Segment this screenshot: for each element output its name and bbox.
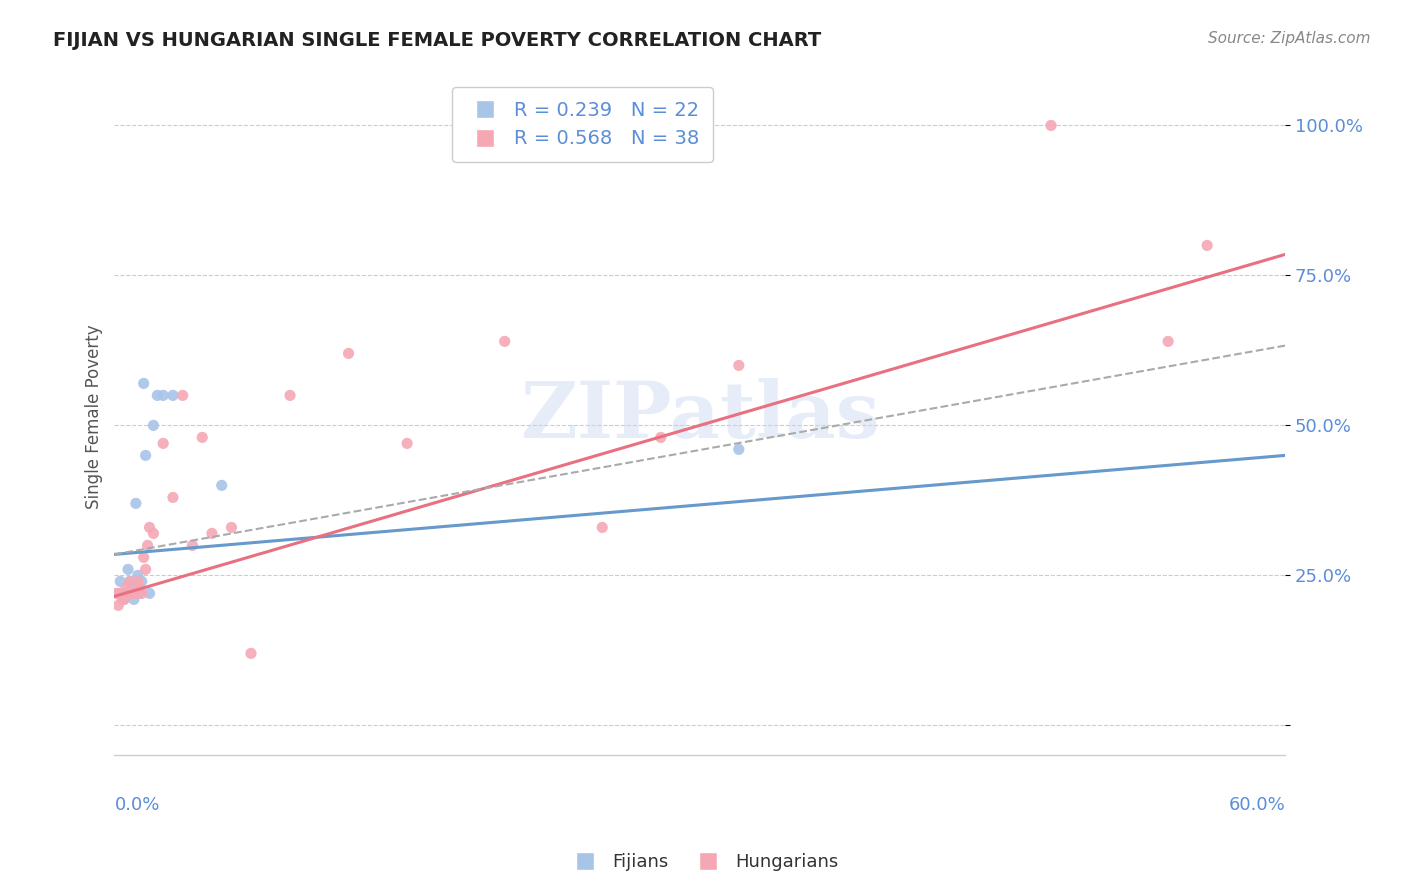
Point [110,574,132,589]
Point [125,496,148,510]
Point [111,586,134,600]
Point [132,376,155,391]
Point [1040,119,1063,133]
Point [1197,238,1219,252]
Point [142,526,165,541]
Point [727,442,749,457]
Point [135,562,157,576]
Point [118,574,141,589]
Point [117,586,139,600]
Point [121,586,143,600]
Point [221,520,243,534]
Point [117,562,139,576]
Point [396,436,419,450]
Point [162,388,184,402]
Point [152,436,174,450]
Point [132,550,155,565]
Point [494,334,516,349]
Point [142,418,165,433]
Point [191,430,214,444]
Legend: R = 0.239   N = 22, R = 0.568   N = 38: R = 0.239 N = 22, R = 0.568 N = 38 [451,87,713,162]
Point [115,580,138,594]
Y-axis label: Single Female Poverty: Single Female Poverty [86,324,103,508]
Point [128,580,150,594]
Point [152,388,174,402]
Point [138,520,160,534]
Point [135,449,157,463]
Point [122,586,145,600]
Text: ZIPatlas: ZIPatlas [520,378,880,454]
Point [162,491,184,505]
Text: 60.0%: 60.0% [1229,796,1285,814]
Point [121,580,143,594]
Point [128,586,150,600]
Point [110,586,132,600]
Point [115,586,138,600]
Point [138,586,160,600]
Text: FIJIAN VS HUNGARIAN SINGLE FEMALE POVERTY CORRELATION CHART: FIJIAN VS HUNGARIAN SINGLE FEMALE POVERT… [53,31,821,50]
Point [650,430,672,444]
Point [131,586,153,600]
Point [127,568,149,582]
Point [172,388,194,402]
Point [125,586,148,600]
Point [181,538,204,552]
Legend: Fijians, Hungarians: Fijians, Hungarians [560,847,846,879]
Point [136,538,159,552]
Point [118,574,141,589]
Text: 0.0%: 0.0% [114,796,160,814]
Point [107,586,129,600]
Point [111,592,134,607]
Point [211,478,233,492]
Point [112,592,135,607]
Point [278,388,301,402]
Point [201,526,224,541]
Text: Source: ZipAtlas.com: Source: ZipAtlas.com [1208,31,1371,46]
Point [146,388,169,402]
Point [727,359,749,373]
Point [107,599,129,613]
Point [127,574,149,589]
Point [122,592,145,607]
Point [112,592,135,607]
Point [105,586,128,600]
Point [337,346,360,360]
Point [115,586,138,600]
Point [591,520,613,534]
Point [240,646,263,660]
Point [1157,334,1180,349]
Point [131,574,153,589]
